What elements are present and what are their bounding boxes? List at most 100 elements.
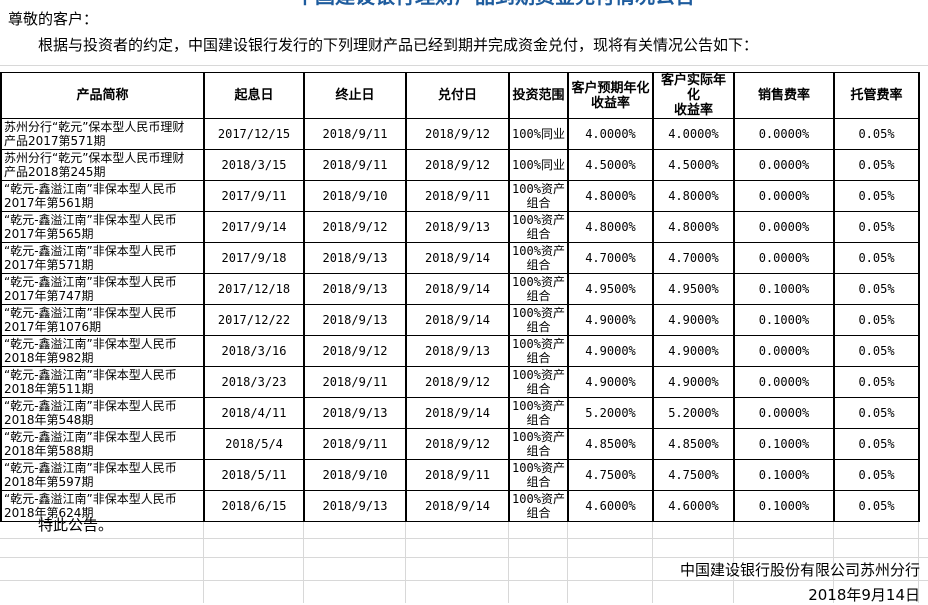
table-cell: 4.8000% [652,211,735,243]
table-cell: 0.0000% [733,335,835,367]
gridline [405,509,406,603]
table-cell: 100%同业 [508,149,569,181]
table-body: 苏州分行“乾元”保本型人民币理财 产品2017第571期 2017/12/15 20… [0,118,920,522]
table-cell: 2017/12/22 [203,304,305,336]
table-cell: 2018/9/10 [303,180,407,212]
table-cell: “乾元-鑫溢江南”非保本型人民币 2018年第548期 [0,397,205,429]
table-cell: 4.9000% [567,304,654,336]
table-cell: 0.0000% [733,366,835,398]
table-cell: 100%资产 组合 [508,428,569,460]
table-cell: 0.0000% [733,180,835,212]
table-cell: 0.05% [833,242,920,274]
table-cell: 4.7000% [567,242,654,274]
table-cell: 100%资产 组合 [508,459,569,491]
column-header-payment-date: 兑付日 [405,72,510,119]
table-row: “乾元-鑫溢江南”非保本型人民币 2017年第561期 2017/9/11 2018… [0,180,920,212]
table-cell: “乾元-鑫溢江南”非保本型人民币 2017年第571期 [0,242,205,274]
column-header-expected-yield: 客户预期年化 收益率 [567,72,654,119]
table-cell: 0.05% [833,273,920,305]
column-header-invest-scope: 投资范围 [508,72,569,119]
table-cell: 100%资产 组合 [508,335,569,367]
table-cell: 2018/9/12 [405,149,510,181]
table-cell: 2018/9/12 [303,335,407,367]
gridline [833,509,834,603]
table-cell: 2018/9/14 [405,490,510,522]
table-cell: 0.05% [833,459,920,491]
table-cell: 2017/12/15 [203,118,305,150]
table-cell: 0.0000% [733,118,835,150]
table-cell: 4.6000% [567,490,654,522]
table-cell: 4.9000% [652,366,735,398]
table-row: “乾元-鑫溢江南”非保本型人民币 2018年第624期 2018/6/15 2018… [0,490,920,522]
table-cell: 2018/9/13 [303,273,407,305]
table-cell: “乾元-鑫溢江南”非保本型人民币 2017年第1076期 [0,304,205,336]
table-cell: 2018/4/11 [203,397,305,429]
table-cell: 100%同业 [508,118,569,150]
table-cell: 2018/9/14 [405,242,510,274]
column-header-product-name: 产品简称 [0,72,205,119]
table-cell: 4.7500% [652,459,735,491]
table-cell: “乾元-鑫溢江南”非保本型人民币 2018年第588期 [0,428,205,460]
table-row: “乾元-鑫溢江南”非保本型人民币 2018年第548期 2018/4/11 2018… [0,397,920,429]
page-title: 中国建设银行理财产品到期资金兑付情况公告 [0,0,928,6]
table-cell: 0.0000% [733,211,835,243]
table-cell: 0.1000% [733,428,835,460]
table-cell: 100%资产 组合 [508,180,569,212]
table-cell: 2018/9/14 [405,304,510,336]
intro-paragraph: 根据与投资者的约定，中国建设银行发行的下列理财产品已经到期并完成资金兑付，现将有… [38,36,759,54]
table-cell: 2018/9/11 [303,118,407,150]
table-cell: 100%资产 组合 [508,211,569,243]
table-cell: 2018/9/11 [405,180,510,212]
table-cell: 0.05% [833,490,920,522]
table-cell: 2018/9/13 [303,397,407,429]
table-row: “乾元-鑫溢江南”非保本型人民币 2017年第1076期 2017/12/22 20… [0,304,920,336]
table-cell: 2018/9/12 [405,366,510,398]
column-header-sales-fee: 销售费率 [733,72,835,119]
table-row: “乾元-鑫溢江南”非保本型人民币 2017年第747期 2017/12/18 201… [0,273,920,305]
table-cell: 5.2000% [567,397,654,429]
table-cell: 2018/5/4 [203,428,305,460]
table-cell: 0.05% [833,211,920,243]
table-cell: 2018/9/11 [303,149,407,181]
table-cell: 2018/6/15 [203,490,305,522]
table-row: “乾元-鑫溢江南”非保本型人民币 2017年第565期 2017/9/14 2018… [0,211,920,243]
table-cell: 4.5000% [567,149,654,181]
issue-date: 2018年9月14日 [808,586,920,604]
table-cell: 100%资产 组合 [508,397,569,429]
gridline [508,509,509,603]
table-cell: 100%资产 组合 [508,242,569,274]
table-row: 苏州分行“乾元”保本型人民币理财 产品2017第571期 2017/12/15 20… [0,118,920,150]
column-header-start-date: 起息日 [203,72,305,119]
table-cell: 4.9500% [652,273,735,305]
table-row: “乾元-鑫溢江南”非保本型人民币 2018年第982期 2018/3/16 2018… [0,335,920,367]
table-cell: 2018/9/12 [405,428,510,460]
closing-statement: 特此公告。 [38,516,114,534]
table-cell: 4.9000% [652,335,735,367]
table-cell: 2017/9/11 [203,180,305,212]
table-cell: “乾元-鑫溢江南”非保本型人民币 2017年第561期 [0,180,205,212]
table-cell: 4.9500% [567,273,654,305]
table-row: 苏州分行“乾元”保本型人民币理财 产品2018第245期 2018/3/15 201… [0,149,920,181]
products-table: 产品简称 起息日 终止日 兑付日 投资范围 客户预期年化 收益率 客户实际年化 … [0,72,920,522]
table-cell: 2018/9/12 [405,118,510,150]
table-cell: 2018/9/13 [405,211,510,243]
column-header-actual-yield: 客户实际年化 收益率 [652,72,735,119]
table-cell: 苏州分行“乾元”保本型人民币理财 产品2018第245期 [0,149,205,181]
table-cell: 苏州分行“乾元”保本型人民币理财 产品2017第571期 [0,118,205,150]
table-cell: 2017/9/18 [203,242,305,274]
table-cell: 2018/3/15 [203,149,305,181]
table-cell: “乾元-鑫溢江南”非保本型人民币 2017年第747期 [0,273,205,305]
table-cell: 2018/3/23 [203,366,305,398]
table-cell: 2018/9/13 [303,242,407,274]
table-cell: 0.05% [833,428,920,460]
table-cell: 100%资产 组合 [508,273,569,305]
table-cell: “乾元-鑫溢江南”非保本型人民币 2018年第624期 [0,490,205,522]
table-cell: 4.7500% [567,459,654,491]
table-cell: 0.05% [833,180,920,212]
table-cell: 100%资产 组合 [508,366,569,398]
table-cell: 0.0000% [733,242,835,274]
gridline [0,557,928,558]
table-cell: 0.05% [833,118,920,150]
table-cell: 0.05% [833,366,920,398]
table-cell: 2018/9/14 [405,397,510,429]
